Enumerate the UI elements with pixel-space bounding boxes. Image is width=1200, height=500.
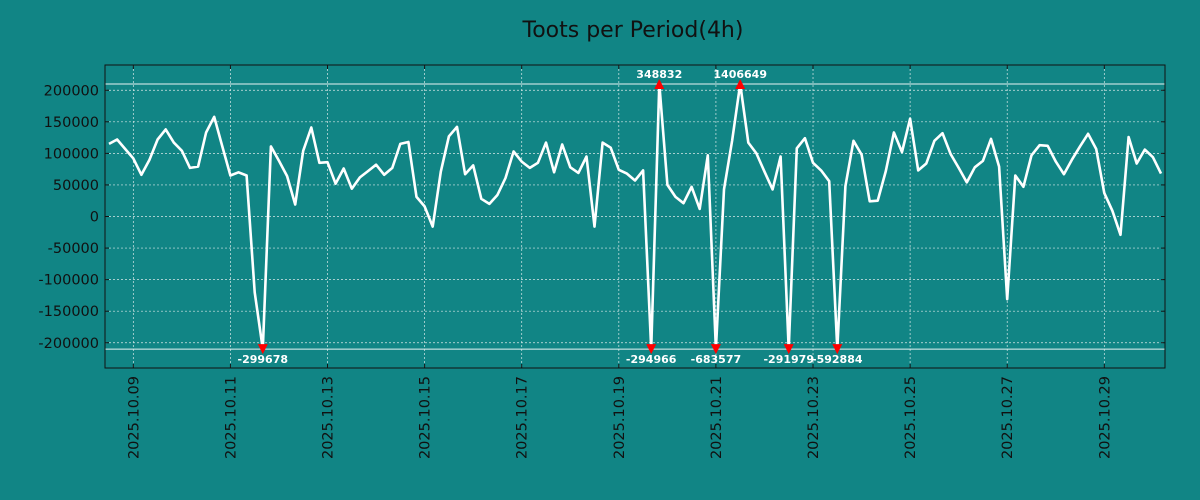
y-tick-label: 100000 xyxy=(44,146,99,162)
outlier-label: -299678 xyxy=(238,353,289,366)
outlier-marker xyxy=(654,78,665,89)
outlier-marker xyxy=(710,344,721,355)
y-tick-label: 150000 xyxy=(44,115,99,131)
series-line xyxy=(108,82,1163,351)
x-tick-label: 2025.10.25 xyxy=(903,376,919,459)
y-tick-label: 200000 xyxy=(44,83,99,99)
plot-area xyxy=(108,82,1163,351)
outlier-marker xyxy=(646,344,657,355)
x-tick-label: 2025.10.29 xyxy=(1097,376,1113,459)
x-tick-label: 2025.10.17 xyxy=(515,376,531,459)
plot-frame xyxy=(104,64,1166,369)
x-tick-label: 2025.10.19 xyxy=(612,376,628,459)
clip-reference-lines xyxy=(105,83,1165,350)
outlier-marker xyxy=(783,344,794,355)
annotations: -299678 -294966 348832 -683577 1406649 -29197… xyxy=(238,68,863,366)
y-tick-label: -100000 xyxy=(38,273,99,289)
outlier-marker xyxy=(735,78,746,89)
outlier-label: -294966 xyxy=(626,353,677,366)
y-tick-label: -150000 xyxy=(38,304,99,320)
y-tick-label: -50000 xyxy=(48,241,99,257)
x-tick-label: 2025.10.15 xyxy=(418,376,434,459)
y-tick-label: -200000 xyxy=(38,336,99,352)
outlier-label: 1406649 xyxy=(713,68,767,81)
x-tick-label: 2025.10.27 xyxy=(1000,376,1016,459)
x-tick-label: 2025.10.09 xyxy=(126,376,142,459)
grid xyxy=(105,65,1165,368)
outlier-label: -291979 xyxy=(763,353,814,366)
chart-title: Toots per Period(4h) xyxy=(522,18,744,43)
y-tick-label: 50000 xyxy=(53,178,99,194)
tick-labels: 200000 150000 100000 50000 0 -50000 -100000 -15… xyxy=(38,83,1113,459)
y-tick-label: 0 xyxy=(90,210,99,226)
outlier-marker xyxy=(832,344,843,355)
x-tick-label: 2025.10.21 xyxy=(709,376,725,459)
outlier-label: -592884 xyxy=(812,353,863,366)
axes xyxy=(104,64,1166,369)
outlier-marker xyxy=(257,344,268,355)
outlier-label: 348832 xyxy=(636,68,682,81)
x-tick-label: 2025.10.11 xyxy=(223,376,239,459)
x-tick-label: 2025.10.23 xyxy=(806,376,822,459)
x-tick-label: 2025.10.13 xyxy=(321,376,337,459)
outlier-label: -683577 xyxy=(691,353,742,366)
